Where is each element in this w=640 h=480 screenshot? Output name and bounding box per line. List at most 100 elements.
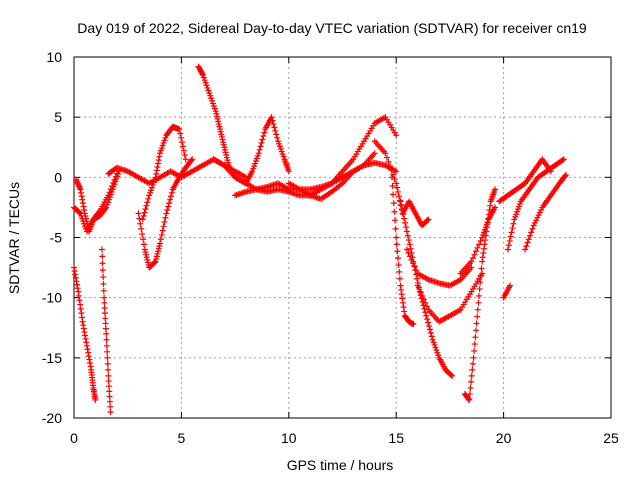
data-point	[475, 299, 482, 306]
x-axis-label: GPS time / hours	[287, 457, 394, 473]
data-point	[477, 272, 484, 279]
data-point	[388, 167, 395, 174]
data-point	[79, 196, 86, 203]
data-point	[255, 150, 262, 157]
data-series	[71, 63, 569, 415]
data-point	[510, 220, 517, 227]
data-point	[101, 304, 108, 311]
data-point	[392, 225, 399, 232]
data-point	[389, 182, 396, 189]
data-point	[73, 278, 80, 285]
data-point	[87, 363, 94, 370]
data-point	[139, 231, 146, 238]
y-tick-label: 10	[46, 49, 62, 65]
data-point	[188, 157, 195, 164]
data-point	[426, 326, 433, 333]
data-point	[387, 163, 394, 170]
data-point	[402, 219, 409, 226]
data-point	[182, 156, 189, 163]
data-point	[76, 297, 83, 304]
data-point	[105, 383, 112, 390]
data-point	[179, 139, 186, 146]
data-point	[72, 271, 79, 278]
data-point	[102, 325, 109, 332]
data-point	[394, 184, 401, 191]
data-point	[257, 143, 264, 150]
data-point	[471, 341, 478, 348]
data-point	[400, 211, 407, 218]
data-point	[504, 246, 511, 253]
data-point	[477, 279, 484, 286]
data-point	[81, 206, 88, 213]
data-point	[76, 184, 83, 191]
series-arc-h	[195, 63, 249, 187]
data-point	[76, 209, 83, 216]
data-point	[471, 251, 478, 258]
data-point	[145, 195, 152, 202]
data-point	[157, 236, 164, 243]
data-point	[80, 322, 87, 329]
data-point	[164, 206, 171, 213]
data-point	[403, 224, 410, 231]
data-point	[425, 216, 432, 223]
data-point	[140, 236, 147, 243]
data-point	[140, 241, 147, 248]
data-point	[76, 183, 83, 190]
series-arc-u	[496, 156, 554, 205]
data-point	[100, 287, 107, 294]
data-point	[395, 188, 402, 195]
data-point	[99, 267, 106, 274]
data-point	[158, 231, 165, 238]
data-point	[466, 390, 473, 397]
data-point	[393, 234, 400, 241]
data-point	[428, 333, 435, 340]
data-point	[476, 241, 483, 248]
data-point	[100, 280, 107, 287]
data-point	[448, 372, 455, 379]
data-point	[383, 154, 390, 161]
data-point	[156, 153, 163, 160]
y-axis-label: SDTVAR / TECUs	[6, 182, 22, 294]
data-point	[199, 70, 206, 77]
data-point	[104, 354, 111, 361]
x-tick-label: 15	[388, 430, 404, 446]
data-point	[508, 229, 515, 236]
data-point	[101, 299, 108, 306]
data-point	[86, 356, 93, 363]
data-point	[102, 320, 109, 327]
data-point	[526, 232, 533, 239]
data-point	[160, 223, 167, 230]
data-point	[85, 349, 92, 356]
data-point	[419, 292, 426, 299]
series-arc-n	[388, 174, 417, 328]
data-point	[524, 239, 531, 246]
data-point	[395, 262, 402, 269]
data-point	[562, 171, 569, 178]
data-point	[142, 206, 149, 213]
data-point	[394, 248, 401, 255]
data-point	[426, 323, 433, 330]
data-point	[398, 286, 405, 293]
data-point	[474, 244, 481, 251]
data-point	[482, 232, 489, 239]
data-point	[422, 309, 429, 316]
series-arc-m	[371, 138, 432, 229]
data-point	[467, 384, 474, 391]
data-point	[80, 325, 87, 332]
data-point	[268, 114, 275, 121]
series-arc-f	[135, 156, 196, 271]
data-point	[77, 305, 84, 312]
data-point	[476, 292, 483, 299]
data-point	[81, 329, 88, 336]
data-point	[469, 360, 476, 367]
data-point	[420, 296, 427, 303]
data-point	[506, 237, 513, 244]
y-tick-label: 0	[54, 169, 62, 185]
data-point	[397, 198, 404, 205]
data-point	[104, 348, 111, 355]
data-point	[165, 203, 172, 210]
data-point	[400, 304, 407, 311]
data-point	[139, 216, 146, 223]
data-point	[256, 146, 263, 153]
data-point	[168, 189, 175, 196]
